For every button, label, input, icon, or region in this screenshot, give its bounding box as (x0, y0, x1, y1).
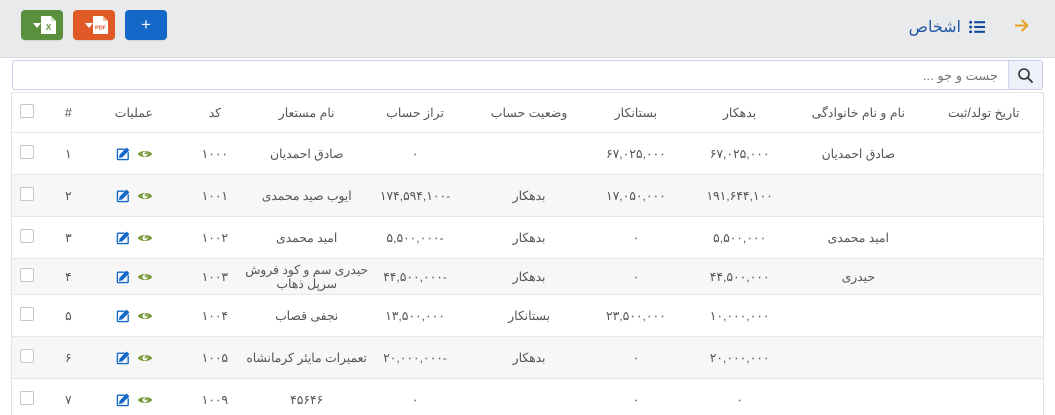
svg-text:X: X (45, 23, 51, 32)
svg-text:PDF: PDF (95, 26, 107, 32)
